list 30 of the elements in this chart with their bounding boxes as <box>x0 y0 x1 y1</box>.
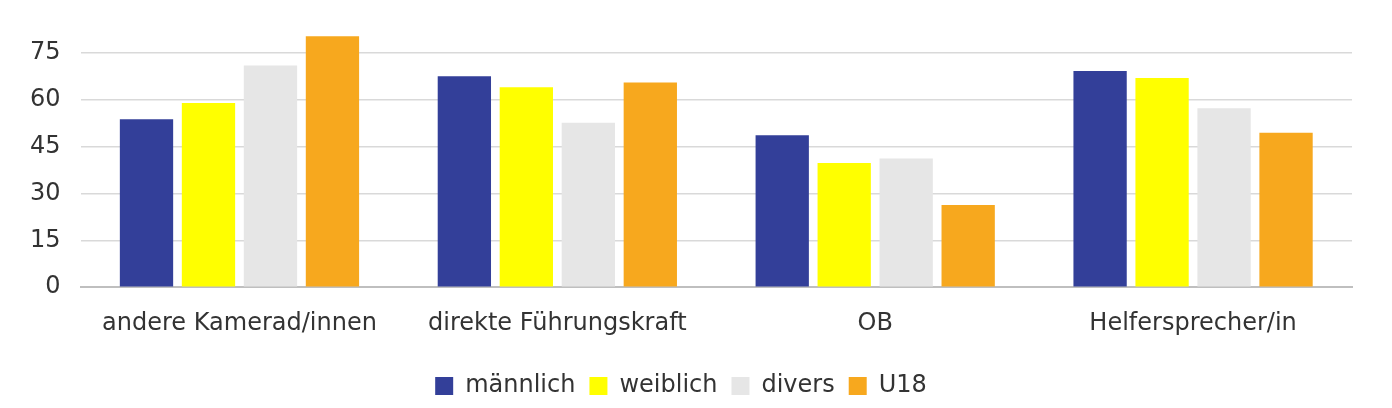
bar <box>181 103 236 287</box>
y-tick-label: 45 <box>29 130 61 159</box>
bar <box>119 119 174 287</box>
legend-label: männlich <box>465 370 576 399</box>
bar <box>879 158 933 287</box>
bar <box>561 122 615 287</box>
bar <box>243 65 298 287</box>
legend-label: divers <box>761 370 835 399</box>
x-tick-label: Helfersprecher/in <box>1089 307 1297 336</box>
y-tick-label: 30 <box>29 177 61 206</box>
bar <box>1073 70 1127 287</box>
y-tick-label: 60 <box>29 84 61 113</box>
y-tick-label: 0 <box>45 271 61 300</box>
x-tick-label: direkte Führungskraft <box>428 307 687 336</box>
bar <box>305 36 360 287</box>
y-tick-label: 75 <box>29 37 61 66</box>
bar <box>1259 132 1313 287</box>
legend-label: U18 <box>878 370 927 399</box>
bar <box>1197 108 1251 287</box>
x-tick-label: OB <box>857 307 893 336</box>
bar <box>817 162 871 287</box>
bar <box>499 87 553 287</box>
bar <box>941 205 995 287</box>
y-tick-label: 15 <box>29 224 61 253</box>
legend-label: weiblich <box>619 370 718 399</box>
bar <box>755 135 809 287</box>
x-tick-label: andere Kamerad/innen <box>102 307 377 336</box>
bar <box>1135 78 1189 287</box>
bar <box>437 76 492 287</box>
bar <box>623 82 677 287</box>
